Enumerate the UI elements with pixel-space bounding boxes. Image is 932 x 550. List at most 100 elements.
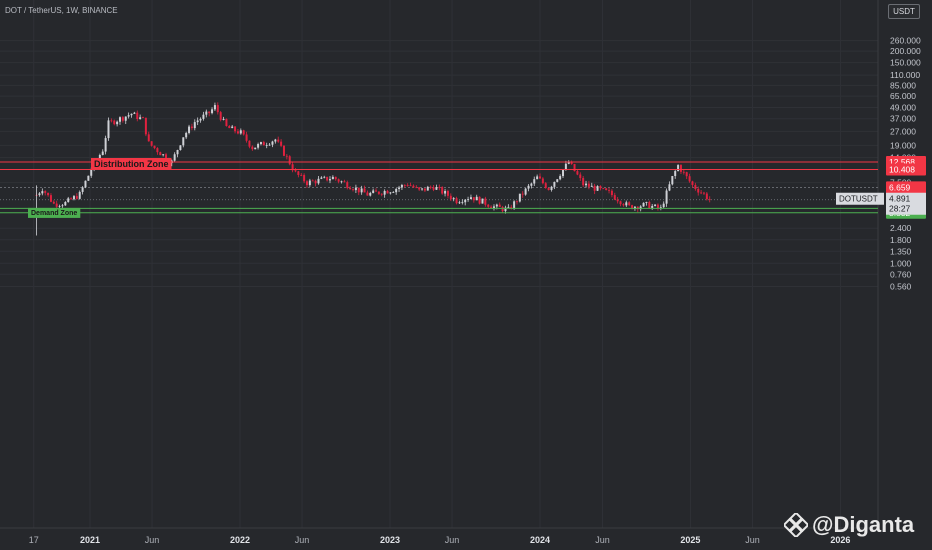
candle-body (513, 201, 516, 209)
candle-body (380, 193, 383, 195)
candle-body (311, 180, 314, 182)
candle-body (596, 186, 599, 191)
last-price: 4.891 (889, 194, 911, 204)
y-tick-label: 110.000 (890, 70, 920, 80)
candle-body (41, 191, 44, 194)
candle-body (305, 181, 308, 186)
candle-body (104, 138, 107, 152)
candle-body (582, 178, 585, 186)
candle-body (610, 190, 613, 196)
candle-body (490, 206, 493, 209)
currency-button[interactable]: USDT (888, 4, 920, 19)
candle-body (282, 145, 285, 156)
candle-body (153, 145, 156, 149)
price-badge-10408-bg (886, 163, 926, 176)
y-tick-label: 260.000 (890, 36, 921, 46)
y-tick-label: 2.400 (890, 223, 912, 233)
candle-body (190, 126, 193, 129)
candle-body (400, 184, 403, 188)
candle-body (61, 205, 64, 207)
y-tick-label: 0.760 (890, 269, 912, 279)
demand-zone-label: Demand Zone (31, 210, 77, 217)
candle-body (507, 206, 510, 208)
candle-body (55, 203, 58, 207)
candle-body (121, 117, 124, 121)
candle-body (421, 188, 424, 190)
candle-body (136, 112, 139, 120)
price-badge-10408: 10.408 (889, 164, 915, 174)
candle-body (90, 169, 93, 176)
candle-body (147, 134, 150, 142)
candle-body (113, 120, 116, 125)
candle-body (645, 201, 648, 203)
watermark-text: @Diganta (812, 512, 915, 537)
last-price-bg (886, 192, 926, 215)
x-tick-label: 2024 (530, 535, 550, 545)
candle-body (173, 154, 176, 161)
candle-body (510, 206, 513, 209)
candle-body (239, 130, 242, 134)
x-tick-label: Jun (595, 535, 610, 545)
candle-body (659, 207, 662, 208)
candle-body (426, 186, 429, 191)
candle-body (602, 188, 605, 190)
candle-body (674, 171, 677, 177)
candle-body (467, 199, 470, 200)
candle-body (75, 196, 78, 199)
candle-body (446, 190, 449, 196)
candle-body (162, 154, 165, 156)
y-tick-label: 0.560 (890, 282, 912, 292)
candle-body (81, 187, 84, 192)
candle-body (205, 111, 208, 115)
symbol-tag: DOTUSDT (839, 195, 878, 204)
candle-body (142, 117, 145, 119)
candle-body (285, 155, 288, 157)
y-tick-label: 85.000 (890, 80, 916, 90)
candle-body (216, 105, 219, 113)
candle-body (375, 190, 378, 192)
candle-body (679, 165, 682, 172)
candle-body (119, 117, 121, 122)
candle-body (386, 190, 389, 194)
candle-body (254, 147, 257, 150)
candle-body (300, 174, 303, 176)
candle-body (213, 105, 216, 110)
candle-body (518, 193, 521, 202)
candle-body (242, 130, 245, 135)
candle-body (556, 179, 559, 182)
candle-body (438, 187, 441, 188)
candle-body (590, 185, 593, 187)
y-tick-label: 200.000 (890, 46, 921, 56)
candle-body (196, 120, 199, 123)
candle-body (354, 187, 357, 191)
y-tick-label: 27.000 (890, 126, 916, 136)
candle-body (144, 117, 147, 135)
candle-body (536, 176, 539, 180)
candle-body (449, 195, 452, 200)
candle-body (631, 205, 634, 209)
candle-body (346, 182, 349, 188)
candle-body (188, 126, 191, 133)
candle-body (222, 118, 225, 120)
candle-body (320, 177, 323, 179)
candle-body (656, 204, 659, 208)
candle-body (628, 202, 631, 206)
candle-body (326, 176, 329, 181)
candle-body (360, 188, 363, 193)
candle-body (127, 115, 130, 117)
candle-body (515, 201, 518, 203)
candle-body (199, 118, 202, 121)
candle-body (478, 196, 481, 204)
candle-body (47, 192, 50, 196)
candle-body (458, 202, 461, 204)
candle-body (357, 187, 360, 193)
candle-body (579, 174, 582, 179)
candle-body (179, 145, 182, 151)
candle-body (564, 163, 567, 170)
candle-body (418, 187, 421, 190)
candle-body (662, 203, 665, 208)
candle-body (461, 202, 464, 204)
candle-body (133, 112, 136, 114)
